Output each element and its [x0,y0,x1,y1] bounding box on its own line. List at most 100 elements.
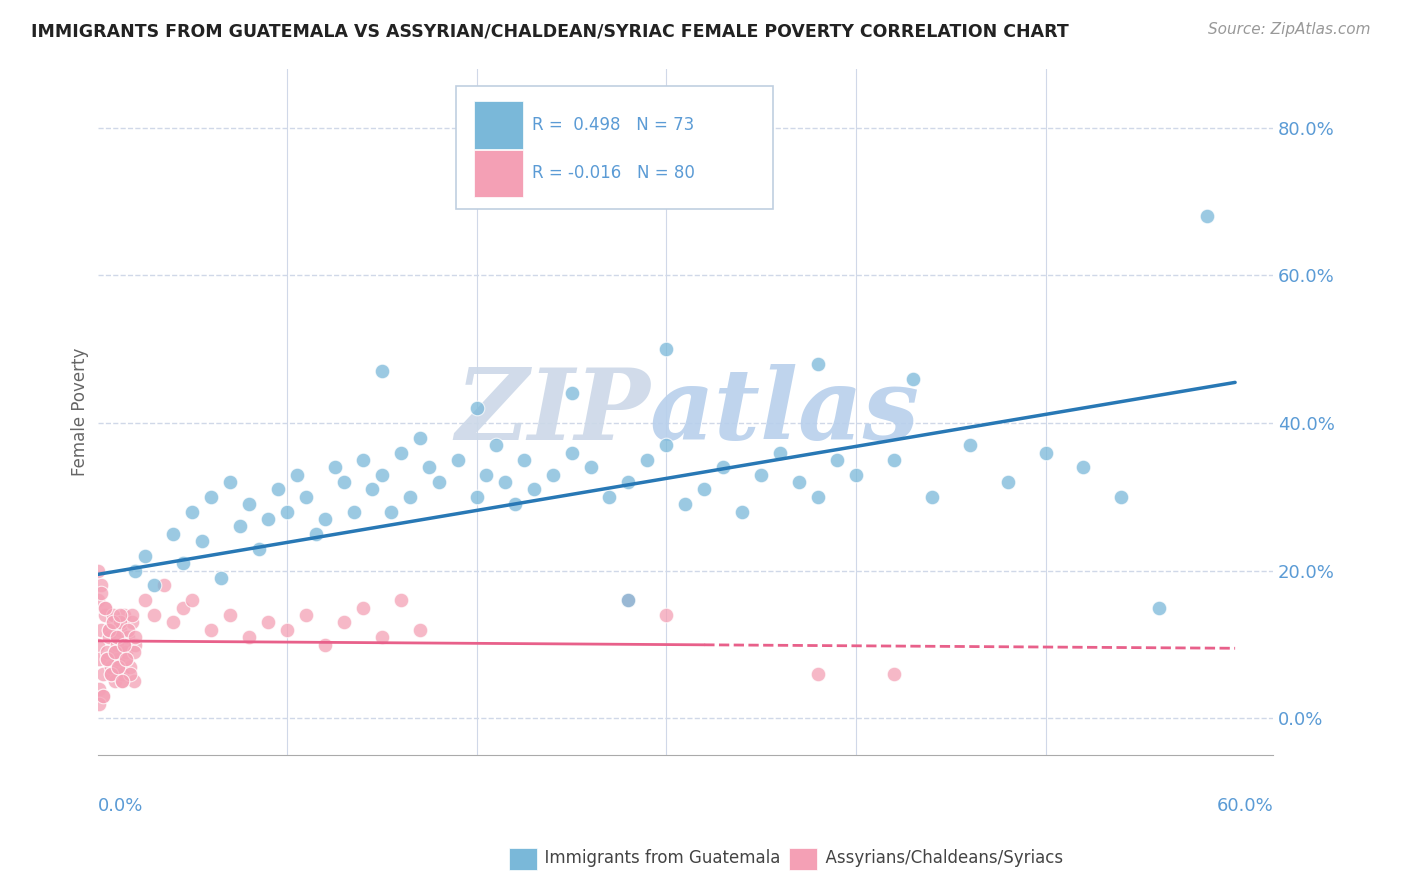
Point [1073,460,1095,475]
Point [117,630,139,644]
Point [105,630,128,644]
Point [247,541,270,556]
Point [276,505,298,519]
Point [598,490,620,504]
Point [105,638,128,652]
Point [731,505,754,519]
Point [503,497,526,511]
Point [200,490,222,504]
Point [86,593,108,607]
Text: atlas: atlas [650,364,920,460]
Point [118,667,141,681]
Point [561,445,583,459]
Point [96,652,118,666]
Point [112,607,135,622]
Point [807,667,830,681]
Point [122,645,145,659]
Point [134,593,156,607]
Point [117,623,139,637]
Point [361,483,384,497]
Point [333,475,356,489]
Point [541,467,564,482]
Point [153,578,176,592]
FancyBboxPatch shape [456,86,773,210]
Point [371,467,394,482]
Point [89,697,111,711]
Point [807,490,830,504]
Point [91,690,114,704]
Point [409,431,432,445]
Point [304,526,326,541]
Point [96,652,118,666]
Point [655,342,678,356]
Point [769,445,792,459]
Point [97,623,120,637]
Text: R =  0.498   N = 73: R = 0.498 N = 73 [533,116,695,134]
Text: 60.0%: 60.0% [1216,797,1272,814]
Point [693,483,716,497]
Point [901,372,924,386]
Point [257,615,280,630]
Point [389,445,412,459]
Point [94,600,117,615]
Point [711,460,734,475]
Point [883,453,905,467]
Point [371,630,394,644]
Point [91,667,114,681]
Point [86,564,108,578]
Point [104,645,127,659]
Y-axis label: Female Poverty: Female Poverty [72,348,89,476]
Point [122,674,145,689]
Point [124,564,146,578]
Point [172,600,194,615]
Point [110,607,132,622]
Point [100,667,122,681]
Point [314,638,336,652]
Point [285,467,308,482]
Point [124,638,146,652]
Point [1035,445,1057,459]
Point [94,607,117,622]
Point [513,453,536,467]
Point [219,607,242,622]
Point [418,460,440,475]
Point [352,600,374,615]
Point [276,623,298,637]
Text: ZIP: ZIP [456,364,650,460]
Point [107,659,129,673]
Point [323,460,346,475]
Point [921,490,943,504]
Point [579,460,602,475]
Point [749,467,772,482]
Point [209,571,232,585]
Point [825,453,848,467]
Point [104,645,127,659]
Point [959,438,981,452]
Point [447,453,470,467]
Point [111,674,134,689]
Point [475,467,498,482]
Point [104,674,127,689]
Point [101,607,124,622]
FancyBboxPatch shape [474,150,523,197]
Point [101,615,124,630]
Point [115,645,138,659]
Point [115,652,138,666]
Point [124,630,146,644]
Point [100,667,122,681]
Point [111,674,134,689]
Point [172,557,194,571]
Point [561,386,583,401]
Point [162,615,184,630]
Text: IMMIGRANTS FROM GUATEMALA VS ASSYRIAN/CHALDEAN/SYRIAC FEMALE POVERTY CORRELATION: IMMIGRANTS FROM GUATEMALA VS ASSYRIAN/CH… [31,22,1069,40]
Point [162,526,184,541]
Point [787,475,810,489]
Point [238,497,260,511]
Point [617,593,640,607]
Point [807,357,830,371]
Point [295,490,318,504]
Point [494,475,516,489]
Point [409,623,432,637]
Point [314,512,336,526]
Point [90,586,112,600]
